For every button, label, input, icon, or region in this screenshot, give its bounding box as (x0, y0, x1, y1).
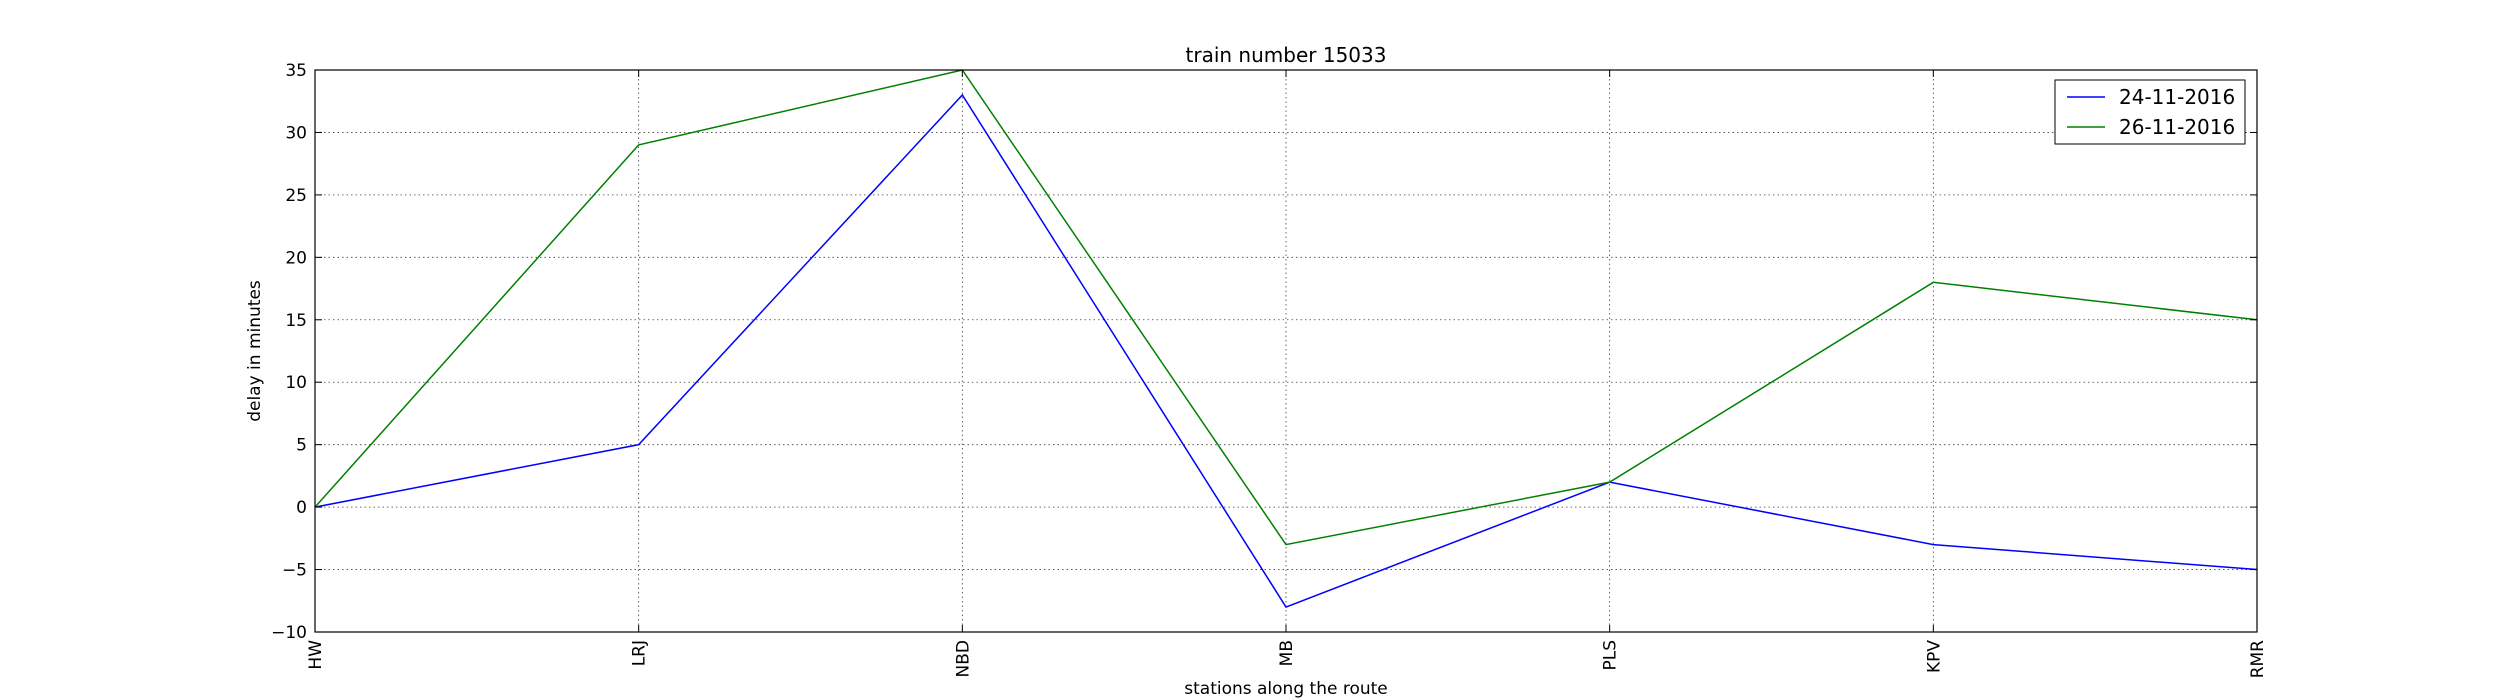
x-tick-label: LRJ (630, 640, 650, 666)
y-tick-label: 5 (296, 436, 307, 456)
y-tick-label: 30 (285, 123, 307, 143)
y-tick-label: 0 (296, 498, 307, 518)
series-line-2 (314, 69, 2258, 546)
legend-label: 26-11-2016 (2119, 115, 2235, 139)
legend: 24-11-2016 26-11-2016 (2054, 79, 2246, 145)
x-tick-label: MB (1277, 640, 1297, 666)
y-tick-label: −10 (271, 623, 307, 643)
x-tick-label: KPV (1924, 640, 1944, 673)
x-axis-ticks: HW LRJ NBD MB PLS KPV RMR (306, 70, 2268, 678)
x-tick-label: PLS (1601, 640, 1621, 671)
series-lines (314, 69, 2258, 608)
series-line-1 (314, 93, 2258, 608)
x-tick-label: HW (306, 640, 326, 670)
y-tick-label: 35 (285, 61, 307, 81)
y-axis-ticks: −10 −5 0 5 10 15 20 25 30 35 (271, 61, 2257, 643)
legend-label: 24-11-2016 (2119, 85, 2235, 109)
y-axis-label: delay in minutes (245, 280, 265, 422)
x-axis-label: stations along the route (1184, 679, 1388, 699)
chart-title: train number 15033 (1186, 43, 1387, 67)
x-tick-label: NBD (953, 640, 973, 677)
y-tick-label: −5 (282, 561, 307, 581)
y-tick-label: 10 (285, 373, 307, 393)
legend-box (2054, 79, 2246, 145)
y-tick-label: 15 (285, 311, 307, 331)
y-tick-label: 20 (285, 248, 307, 268)
y-tick-label: 25 (285, 186, 307, 206)
x-tick-label: RMR (2248, 640, 2268, 678)
